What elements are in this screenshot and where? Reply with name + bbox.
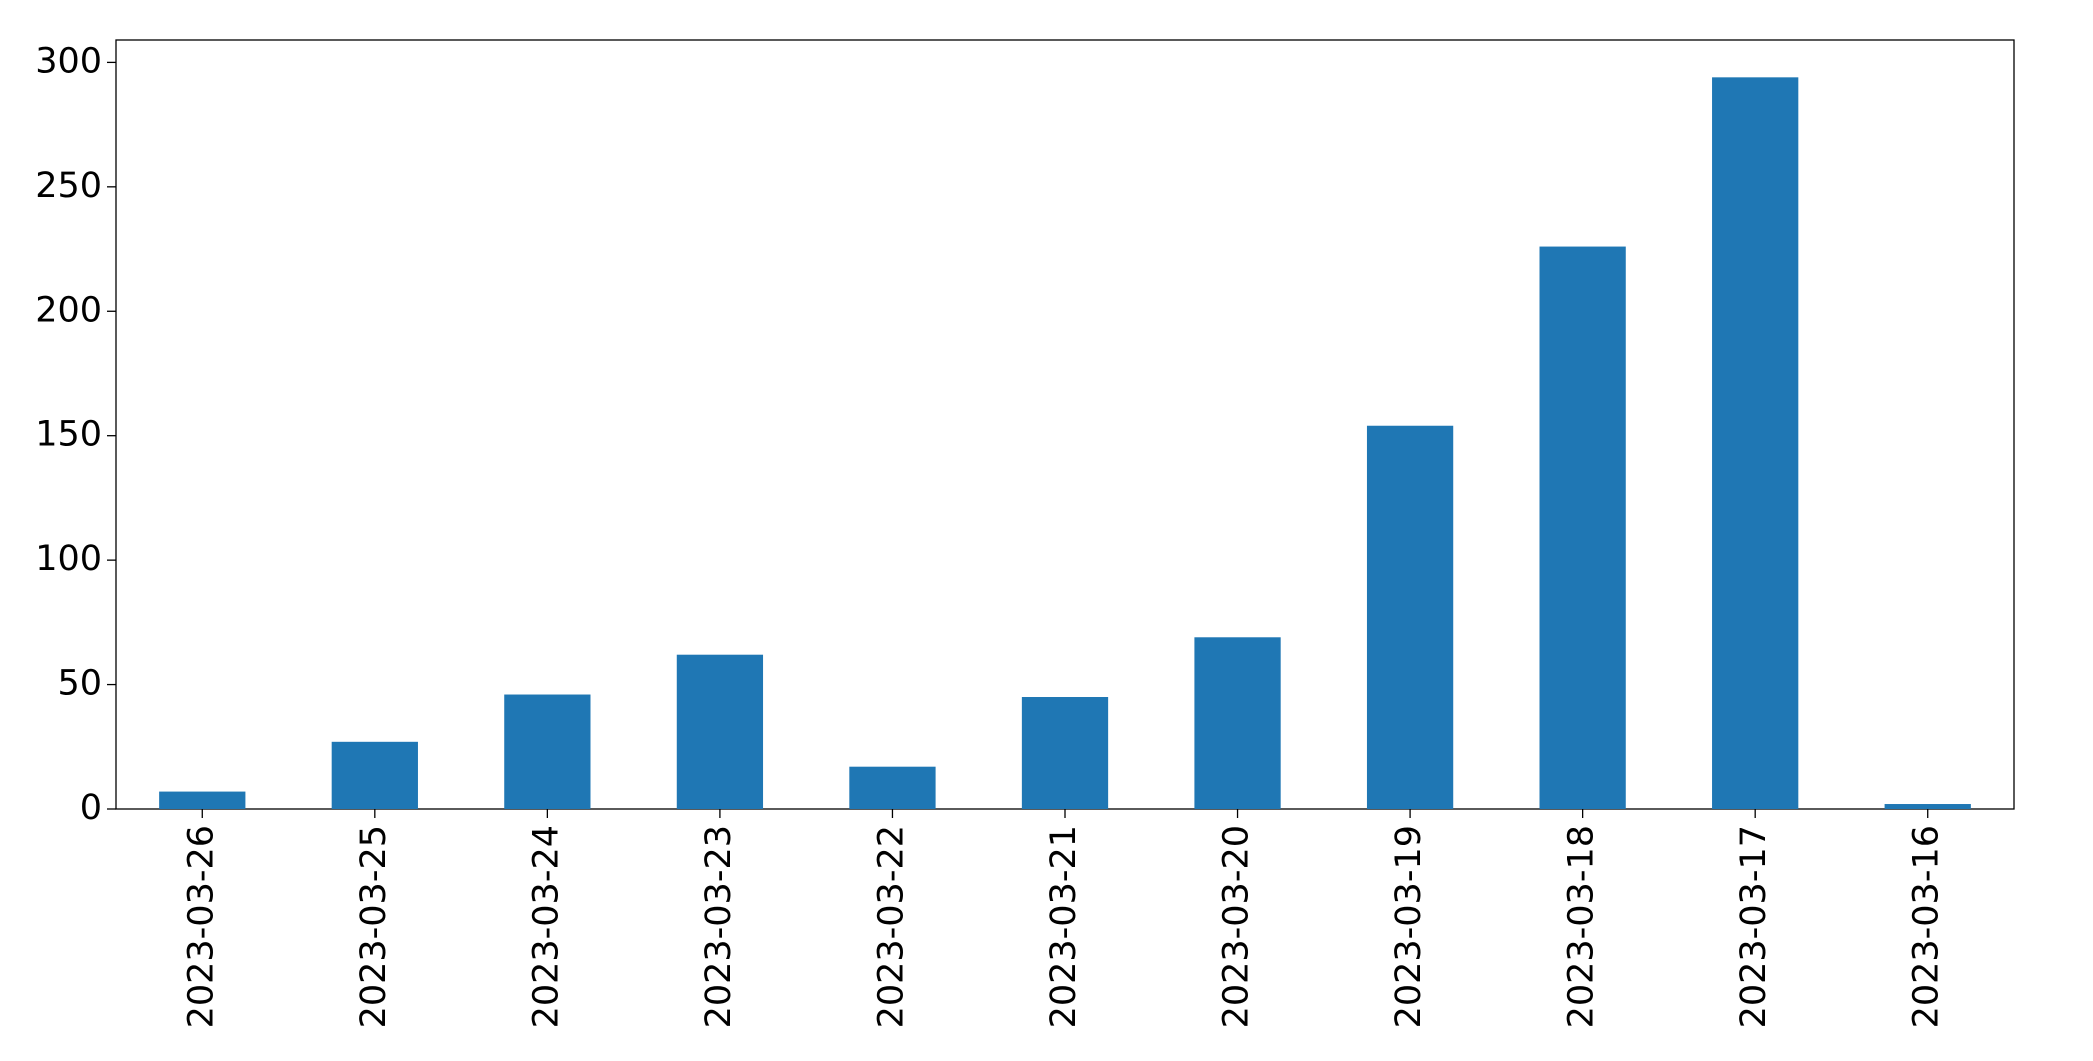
- x-tick-label: 2023-03-24: [526, 825, 566, 1028]
- bar: [159, 791, 246, 809]
- x-tick-label: 2023-03-21: [1044, 825, 1084, 1028]
- x-tick-label: 2023-03-25: [354, 825, 394, 1028]
- y-tick-label: 50: [57, 664, 102, 704]
- y-tick-label: 200: [35, 290, 102, 330]
- bar: [1366, 425, 1454, 809]
- x-tick-label: 2023-03-17: [1734, 825, 1774, 1028]
- bar: [849, 766, 936, 809]
- bar: [1884, 804, 1971, 809]
- bar: [1194, 637, 1281, 809]
- x-tick-label: 2023-03-26: [181, 825, 221, 1028]
- x-tick-label: 2023-03-23: [699, 825, 739, 1028]
- y-tick-label: 0: [80, 788, 102, 828]
- bar: [1712, 77, 1799, 810]
- bar: [504, 694, 591, 809]
- bar: [1021, 697, 1109, 809]
- x-tick-label: 2023-03-22: [871, 825, 911, 1028]
- y-tick-label: 250: [35, 166, 102, 206]
- bar: [331, 741, 418, 809]
- y-tick-label: 100: [35, 539, 102, 579]
- bar: [676, 654, 764, 809]
- y-tick-label: 150: [35, 415, 102, 455]
- x-tick-label: 2023-03-20: [1217, 825, 1257, 1028]
- x-tick-label: 2023-03-19: [1389, 825, 1429, 1028]
- y-tick-label: 300: [35, 41, 102, 81]
- x-tick-label: 2023-03-16: [1907, 825, 1947, 1028]
- x-tick-label: 2023-03-18: [1562, 825, 1602, 1028]
- bar: [1539, 246, 1626, 809]
